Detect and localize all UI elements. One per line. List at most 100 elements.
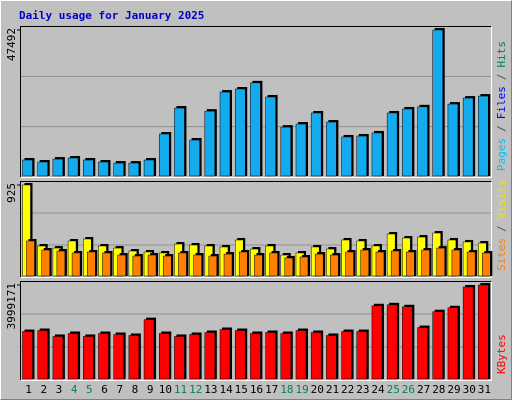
bar xyxy=(284,257,294,277)
bar xyxy=(466,251,476,277)
plot-border xyxy=(20,281,492,381)
bar xyxy=(462,97,474,177)
bar xyxy=(128,335,140,380)
x-tick-label: 4 xyxy=(71,383,78,396)
bar xyxy=(67,333,79,380)
axis-label-part: / xyxy=(495,74,508,81)
x-tick-label: 24 xyxy=(371,383,385,396)
bar xyxy=(254,254,263,277)
bar xyxy=(147,254,157,277)
x-tick-label: 26 xyxy=(402,383,415,396)
bar xyxy=(299,256,309,277)
bar xyxy=(37,330,48,380)
bar xyxy=(83,336,94,380)
bar xyxy=(462,286,474,380)
bar xyxy=(406,251,415,277)
bar xyxy=(41,249,50,277)
bar xyxy=(402,108,413,177)
bar xyxy=(478,95,489,177)
bar xyxy=(22,331,33,380)
x-tick-label: 18 xyxy=(280,383,293,396)
x-tick-label: 16 xyxy=(250,383,263,396)
x-tick-label: 11 xyxy=(174,383,187,396)
bar xyxy=(341,136,352,177)
bar xyxy=(421,249,430,277)
x-tick-label: 6 xyxy=(101,383,108,396)
bar xyxy=(158,133,170,177)
bar xyxy=(314,253,324,277)
bar xyxy=(234,330,246,380)
bar xyxy=(295,330,307,380)
x-tick-label: 1 xyxy=(25,383,32,396)
x-tick-label: 27 xyxy=(417,383,430,396)
bar xyxy=(447,307,459,380)
bar xyxy=(356,331,368,380)
bar xyxy=(238,251,248,277)
x-tick-label: 2 xyxy=(40,383,47,396)
bar xyxy=(162,255,172,277)
axis-label-part: Hits xyxy=(495,41,508,68)
bar xyxy=(417,327,428,380)
bar xyxy=(341,331,352,380)
bar xyxy=(219,329,231,380)
x-tick-label: 29 xyxy=(447,383,460,396)
bar xyxy=(113,334,124,380)
bar xyxy=(250,82,261,177)
bar xyxy=(98,161,109,177)
bar xyxy=(356,135,368,177)
bar xyxy=(37,161,48,177)
bar xyxy=(371,132,383,177)
x-tick-label: 7 xyxy=(116,383,123,396)
bar xyxy=(189,334,200,380)
bar xyxy=(280,333,292,380)
bar xyxy=(326,335,337,380)
plot-border xyxy=(20,26,492,178)
bar xyxy=(250,333,261,380)
bar xyxy=(87,251,96,277)
x-tick-label: 15 xyxy=(235,383,248,396)
bar xyxy=(132,255,142,277)
bar xyxy=(83,159,94,177)
bar xyxy=(117,254,126,277)
bar xyxy=(360,249,370,277)
plot-border xyxy=(20,281,492,381)
x-tick-label: 25 xyxy=(387,383,400,396)
bar xyxy=(326,121,337,177)
bar xyxy=(478,284,489,380)
bar xyxy=(174,336,185,380)
x-tick-label: 23 xyxy=(356,383,369,396)
bar xyxy=(447,103,459,177)
x-tick-label: 12 xyxy=(189,383,202,396)
axis-label: Sites / Visits xyxy=(495,180,508,272)
bar xyxy=(310,112,322,177)
x-tick-label: 28 xyxy=(432,383,445,396)
bar xyxy=(451,249,461,277)
bar xyxy=(26,240,35,277)
x-tick-label: 14 xyxy=(219,383,233,396)
bar xyxy=(371,305,383,380)
axis-label-part: / xyxy=(495,125,508,132)
bar xyxy=(193,254,202,277)
bar xyxy=(113,162,124,177)
bar xyxy=(265,332,276,380)
axis-label: Pages / Files / Hits xyxy=(495,41,508,171)
axis-label-part: KBytes xyxy=(495,334,508,374)
bar xyxy=(386,112,398,177)
y-tick-label: 925 xyxy=(5,183,18,203)
bar xyxy=(295,123,307,177)
x-tick-label: 3 xyxy=(56,383,63,396)
bar xyxy=(265,96,276,177)
x-tick-label: 8 xyxy=(132,383,139,396)
bar xyxy=(143,319,155,380)
bar xyxy=(143,159,155,177)
bar xyxy=(158,333,170,380)
bar xyxy=(52,336,64,380)
axis-label-part: / xyxy=(495,225,508,232)
bar xyxy=(482,252,491,277)
bar xyxy=(208,255,218,277)
bar xyxy=(52,158,64,177)
bar xyxy=(375,251,385,277)
x-tick-label: 9 xyxy=(147,383,154,396)
